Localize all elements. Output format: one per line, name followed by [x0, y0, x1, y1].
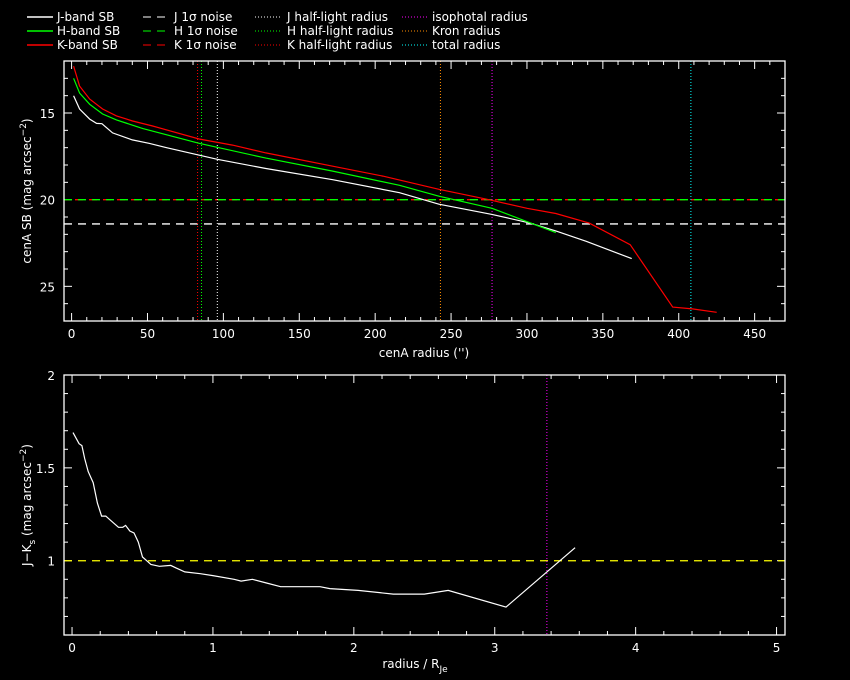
x-tick-label: 2 [350, 641, 358, 655]
legend-label: total radius [432, 38, 500, 52]
y-tick-label: 15 [40, 107, 55, 121]
top-y-label-main: cenA SB (mag arcsec [20, 136, 34, 263]
series-J-Ks [72, 432, 576, 608]
legend-label: H 1σ noise [174, 24, 238, 38]
y-tick-label: 25 [40, 280, 55, 294]
x-tick-label: 4 [632, 641, 640, 655]
legend-label: K 1σ noise [174, 38, 237, 52]
legend-label: K-band SB [57, 38, 118, 52]
y-tick-label: 1.5 [36, 462, 55, 476]
x-tick-label: 450 [743, 327, 766, 341]
bottom-y-axis-label: J−Ks (mag arcsec−2) [19, 444, 38, 567]
series-K-band-SB [73, 66, 717, 313]
legend-label: H half-light radius [287, 24, 394, 38]
x-tick-label: 300 [516, 327, 539, 341]
x-tick-label: 100 [212, 327, 235, 341]
bottom-y-label-mid: (mag arcsec [20, 462, 34, 540]
x-tick-label: 400 [667, 327, 690, 341]
color-profile-plot: 0 1 2 3 4 5 1 1.5 2 [36, 369, 786, 655]
x-tick-label: 3 [491, 641, 499, 655]
bottom-y-label-sub: s [28, 540, 38, 545]
x-tick-label: 5 [773, 641, 781, 655]
plot-area [64, 61, 785, 321]
x-tick-label: 1 [209, 641, 217, 655]
legend-label: J-band SB [56, 10, 114, 24]
plot-area [64, 375, 785, 635]
y-tick-label: 1 [47, 555, 55, 569]
bottom-y-label-sup: −2 [19, 449, 29, 462]
top-y-axis-label: cenA SB (mag arcsec−2) [19, 118, 34, 263]
legend-label: K half-light radius [287, 38, 392, 52]
y-tick-label: 20 [40, 194, 55, 208]
bottom-y-label-main: J−K [20, 543, 34, 567]
top-y-label-close: ) [20, 118, 34, 123]
x-tick-label: 250 [440, 327, 463, 341]
x-tick-label: 50 [140, 327, 155, 341]
series-J-band-SB [73, 95, 632, 260]
legend-label: isophotal radius [432, 10, 528, 24]
bottom-y-label-close: ) [20, 444, 34, 449]
top-x-axis-label: cenA radius ('') [379, 346, 469, 360]
legend-label: J half-light radius [286, 10, 388, 24]
bottom-x-label-main: radius / R [382, 657, 439, 671]
x-tick-label: 350 [591, 327, 614, 341]
legend-label: Kron radius [432, 24, 500, 38]
legend-label: J 1σ noise [173, 10, 232, 24]
x-tick-label: 200 [364, 327, 387, 341]
top-y-label-sup: −2 [19, 123, 29, 136]
legend-label: H-band SB [57, 24, 120, 38]
y-tick-label: 2 [47, 369, 55, 383]
bottom-x-label-sub: Je [438, 665, 448, 675]
plot-frame [63, 374, 786, 636]
plot-frame [63, 60, 786, 322]
series-H-band-SB [73, 78, 557, 234]
bottom-x-axis-label: radius / RJe [382, 657, 448, 675]
sb-profile-plot: 0 50 100 150 200 250 300 350 400 450 15 20 25 [40, 60, 786, 341]
x-tick-label: 0 [68, 641, 76, 655]
x-tick-label: 0 [68, 327, 76, 341]
x-tick-label: 150 [288, 327, 311, 341]
